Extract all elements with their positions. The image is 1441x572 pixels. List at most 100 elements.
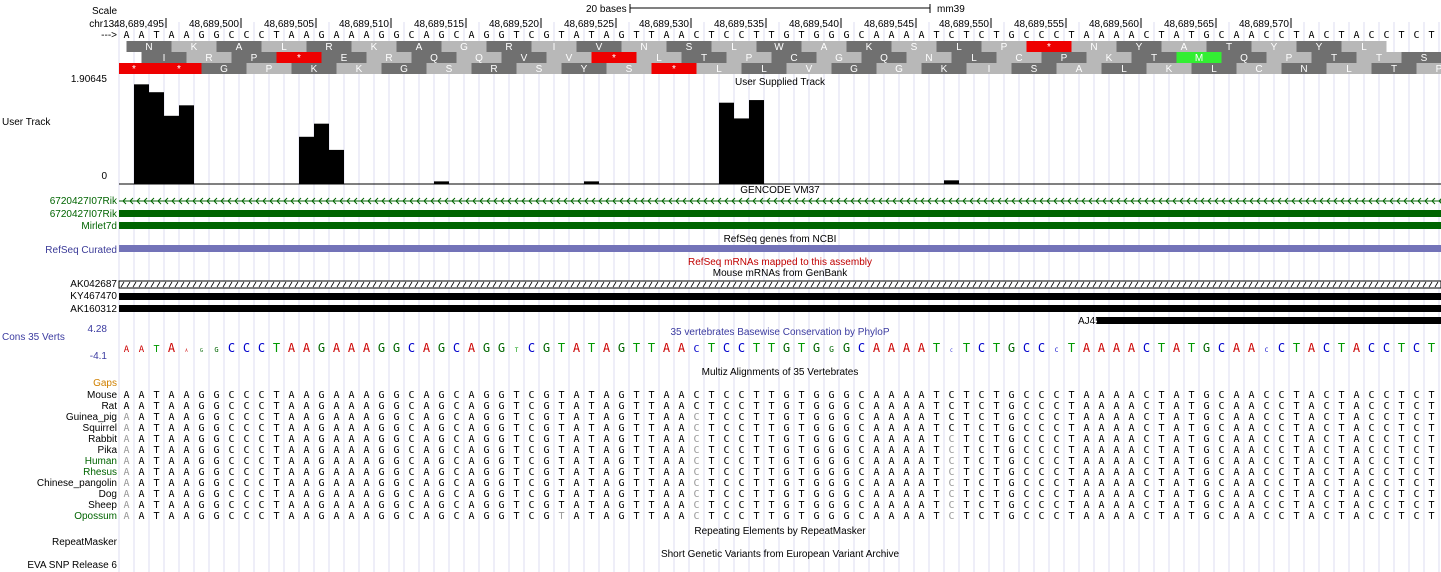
conservation-base: C: [1023, 341, 1030, 355]
aligned-base: A: [903, 467, 909, 478]
user-track-bar: [299, 136, 314, 184]
amino-acid-cell: [119, 63, 157, 74]
amino-acid-letter: V: [806, 64, 813, 75]
species-label[interactable]: Chinese_pangolin: [37, 478, 117, 489]
aligned-base: C: [528, 511, 534, 522]
aligned-base: T: [768, 489, 774, 500]
species-label[interactable]: Dog: [99, 489, 117, 500]
mrna-hatch: [1320, 281, 1325, 288]
gencode-item-label-3[interactable]: Mirlet7d: [81, 221, 117, 232]
aligned-base: C: [1383, 500, 1389, 511]
mrna-hatch: [186, 281, 191, 288]
aligned-base: A: [573, 412, 579, 423]
mrna-feature-ky467470[interactable]: [119, 293, 1441, 300]
gencode-transcript-3[interactable]: [119, 222, 1441, 229]
aligned-base: A: [303, 511, 309, 522]
refseq-curated-label[interactable]: RefSeq Curated: [45, 245, 117, 256]
conservation-base: C: [723, 341, 730, 355]
base-position-ruler[interactable]: 20 bases mm39 48,689,495 48,689,500 48,689…: [114, 4, 1292, 30]
aligned-base: T: [963, 401, 969, 412]
mrna-hatch: [1332, 281, 1337, 288]
strand-chevron: [724, 197, 729, 205]
species-label[interactable]: Rhesus: [83, 467, 117, 478]
mrna-label-ak042687[interactable]: AK042687: [70, 279, 117, 290]
species-label[interactable]: Pika: [98, 445, 118, 456]
species-label[interactable]: Sheep: [88, 500, 117, 511]
species-label[interactable]: Human: [85, 456, 117, 467]
mrna-hatch: [822, 281, 827, 288]
aligned-base: C: [948, 467, 954, 478]
aligned-base: A: [348, 445, 354, 456]
cons-track-label[interactable]: Cons 35 Verts: [2, 332, 65, 343]
mrna-hatch: [474, 281, 479, 288]
aligned-base: C: [243, 467, 249, 478]
aligned-base: T: [513, 511, 519, 522]
mrna-hatch: [984, 281, 989, 288]
species-label[interactable]: Guinea_pig: [66, 412, 117, 423]
mrna-hatch: [456, 281, 461, 288]
user-track-label[interactable]: User Track: [2, 117, 51, 128]
mrna-feature-aj459695[interactable]: [1097, 317, 1441, 324]
conservation-base: C: [1218, 341, 1225, 355]
dna-base: A: [663, 30, 669, 41]
species-label[interactable]: Rabbit: [88, 434, 117, 445]
amino-acid-cell: [1311, 52, 1357, 63]
gencode-transcript-1[interactable]: [119, 197, 1441, 205]
strand-chevron: [297, 197, 302, 205]
gencode-item-label-2[interactable]: 6720427I07Rik: [50, 209, 118, 220]
aligned-base: A: [1233, 467, 1239, 478]
repeatmasker-label[interactable]: RepeatMasker: [52, 537, 118, 548]
aligned-base: A: [1353, 467, 1359, 478]
strand-chevron: [1221, 197, 1226, 205]
mrna-hatch: [1038, 281, 1043, 288]
dna-base: C: [228, 30, 234, 41]
amino-acid-cell: [861, 52, 907, 63]
aligned-base: C: [1413, 434, 1419, 445]
mrna-hatch: [1062, 281, 1067, 288]
eva-snp-label[interactable]: EVA SNP Release 6: [27, 560, 117, 571]
mrna-hatch: [1146, 281, 1151, 288]
mrna-hatch: [816, 281, 821, 288]
aligned-base: T: [768, 412, 774, 423]
aligned-base: A: [333, 423, 339, 434]
aligned-base: C: [1278, 467, 1284, 478]
aligned-base: A: [1353, 500, 1359, 511]
aligned-base: G: [213, 434, 219, 445]
aligned-base: T: [588, 434, 594, 445]
aligned-base: G: [783, 423, 789, 434]
aligned-base: C: [1278, 500, 1284, 511]
aligned-base: T: [153, 467, 159, 478]
mrna-hatch: [222, 281, 227, 288]
aligned-base: C: [1263, 401, 1269, 412]
conservation-base: T: [588, 341, 595, 355]
gencode-transcript-2[interactable]: [119, 210, 1441, 217]
aligned-base: G: [618, 489, 624, 500]
aligned-base: G: [318, 489, 324, 500]
mrna-feature-ak160312[interactable]: [119, 305, 1441, 312]
conservation-base: C: [858, 341, 865, 355]
aligned-base: T: [1293, 500, 1299, 511]
aligned-base: A: [1083, 445, 1089, 456]
mrna-hatch: [936, 281, 941, 288]
refseq-curated-feature[interactable]: [119, 245, 1441, 252]
mrna-label-ky467470[interactable]: KY467470: [70, 291, 117, 302]
aligned-base: T: [1188, 412, 1194, 423]
user-track-signal[interactable]: [119, 84, 1441, 185]
aligned-base: C: [1143, 467, 1149, 478]
mrna-label-ak160312[interactable]: AK160312: [70, 304, 117, 315]
conservation-base: A: [468, 341, 476, 355]
species-label[interactable]: Squirrel: [83, 423, 117, 434]
gencode-item-label-1[interactable]: 6720427I07Rik: [50, 196, 118, 207]
aligned-base: T: [1338, 434, 1344, 445]
aligned-base: T: [1188, 423, 1194, 434]
amino-acid-cell: [531, 41, 577, 52]
mrna-feature-ak042687[interactable]: [118, 280, 1441, 289]
species-label[interactable]: Opossum: [74, 511, 117, 522]
species-label[interactable]: Mouse: [87, 390, 117, 401]
aligned-base: T: [153, 478, 159, 489]
dna-base: A: [348, 30, 354, 41]
species-label[interactable]: Rat: [101, 401, 117, 412]
